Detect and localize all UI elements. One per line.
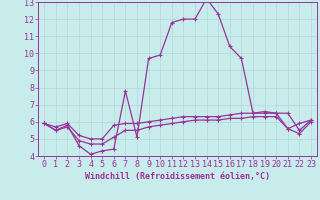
X-axis label: Windchill (Refroidissement éolien,°C): Windchill (Refroidissement éolien,°C) [85,172,270,181]
